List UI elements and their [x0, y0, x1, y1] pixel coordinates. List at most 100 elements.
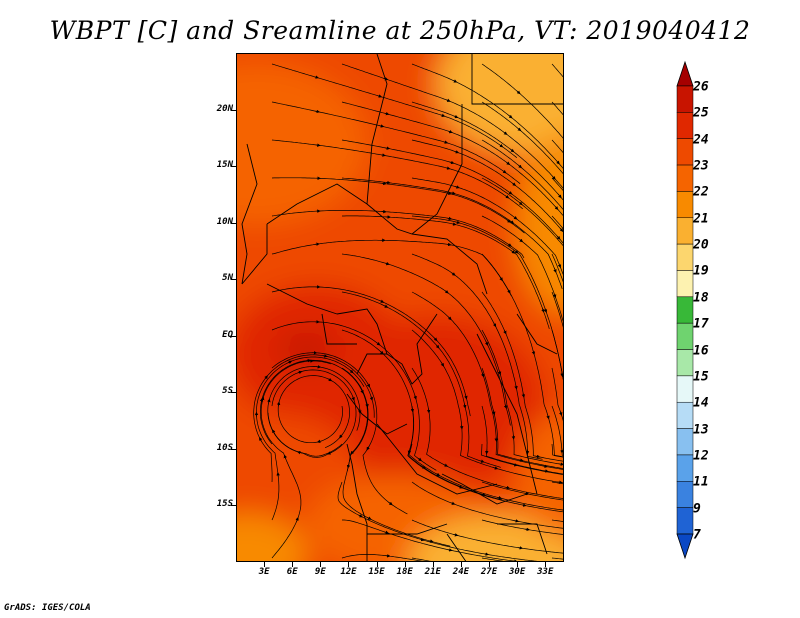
streamline-arrow: [552, 293, 557, 299]
streamline-arrow: [556, 235, 561, 240]
streamline-arrow: [295, 516, 299, 522]
streamline-arrow: [447, 216, 453, 221]
colorbar-swatch: [676, 85, 694, 113]
streamline: [481, 215, 563, 322]
country-border: [386, 313, 438, 385]
streamline-arrow: [506, 219, 511, 223]
streamline-arrow: [316, 439, 322, 443]
streamline-arrow: [479, 459, 485, 463]
streamline-arrow: [383, 77, 389, 81]
streamline-arrow: [557, 480, 563, 484]
streamline: [341, 291, 501, 468]
streamline-arrow: [497, 370, 502, 376]
streamline-arrow: [327, 377, 333, 382]
streamline-arrow: [518, 458, 524, 462]
lon-tick: [320, 562, 322, 567]
streamline-arrow: [380, 153, 386, 157]
lon-label-33e: 33E: [537, 567, 554, 577]
lon-label-9e: 9E: [314, 567, 326, 577]
streamline: [267, 366, 361, 457]
streamline: [337, 481, 538, 561]
streamline-arrow: [447, 548, 453, 552]
lon-label-12e: 12E: [340, 567, 357, 577]
colorbar-swatch: [676, 243, 694, 271]
streamline-arrow: [435, 472, 441, 477]
country-border: [266, 283, 338, 315]
lat-label-10s: 10S: [216, 442, 233, 453]
streamline: [341, 101, 563, 216]
streamline-arrow: [276, 401, 281, 407]
lon-label-27e: 27E: [480, 567, 498, 577]
streamline: [480, 443, 563, 475]
streamline-arrow: [511, 250, 516, 254]
streamline-arrow: [388, 501, 393, 506]
lat-label-20n: 20N: [216, 103, 233, 114]
streamline: [411, 139, 563, 233]
streamline-arrow: [508, 114, 513, 119]
streamline-arrow: [481, 492, 486, 497]
streamline-arrow: [365, 402, 369, 408]
streamline-arrow: [450, 501, 456, 505]
streamline-arrow: [451, 272, 456, 276]
streamline-arrow: [360, 389, 364, 394]
streamline: [341, 139, 563, 244]
streamlines: [253, 63, 563, 561]
lon-tick: [517, 562, 519, 567]
colorbar-label: 26: [693, 79, 709, 95]
map-panel[interactable]: [236, 53, 564, 562]
streamline-arrow: [264, 375, 268, 380]
streamline-arrow: [450, 191, 456, 195]
lat-label-5s: 5S: [222, 386, 233, 397]
streamline-arrow: [541, 307, 545, 313]
lon-tick: [432, 562, 434, 567]
streamline-arrow: [367, 516, 372, 520]
streamline: [271, 352, 408, 515]
country-borders: [241, 54, 563, 561]
lat-label-15s: 15S: [216, 499, 233, 510]
streamline-arrow: [381, 181, 387, 186]
streamline: [551, 177, 563, 191]
wbpt-shaded-field: [237, 54, 563, 561]
colorbar-label: 12: [693, 448, 709, 464]
streamline-arrow: [553, 268, 557, 273]
streamline-arrow: [451, 222, 457, 226]
streamline: [551, 329, 563, 381]
country-border: [411, 233, 488, 295]
lon-tick: [404, 562, 406, 567]
streamline: [481, 177, 563, 247]
colorbar-label: 16: [693, 343, 709, 359]
lon-tick: [460, 562, 462, 567]
lon-tick: [292, 562, 294, 567]
lat-tick: [231, 279, 236, 281]
streamline-arrow: [543, 308, 548, 313]
streamline-arrow: [385, 146, 391, 150]
streamline-arrow: [449, 160, 455, 165]
streamline-arrow: [518, 201, 523, 206]
colorbar-label: 22: [693, 184, 709, 200]
country-border: [476, 333, 538, 495]
colorbar-label: 23: [693, 158, 709, 174]
lat-tick: [231, 109, 236, 111]
streamline-arrow: [509, 220, 515, 224]
map-canvas[interactable]: [237, 54, 564, 562]
lon-tick: [264, 562, 266, 567]
streamline-arrow: [502, 169, 507, 174]
streamline: [481, 329, 563, 465]
streamline-arrow: [504, 195, 510, 199]
colorbar-swatch: [676, 217, 694, 245]
field-region: [237, 64, 367, 224]
streamline-arrow: [507, 289, 511, 294]
streamline-arrow: [458, 485, 464, 489]
streamline-arrow: [443, 140, 449, 144]
colorbar-swatch: [676, 322, 694, 350]
field-region: [517, 414, 563, 534]
country-border: [266, 183, 368, 225]
streamline-arrow: [447, 129, 453, 134]
streamline: [551, 101, 563, 116]
streamline-arrow: [521, 392, 526, 398]
streamline-arrow: [503, 131, 508, 135]
streamline-arrow: [283, 454, 287, 460]
streamline-arrow: [552, 175, 556, 180]
colorbar-min-arrow: [676, 533, 694, 560]
lat-label-15n: 15N: [216, 160, 233, 171]
